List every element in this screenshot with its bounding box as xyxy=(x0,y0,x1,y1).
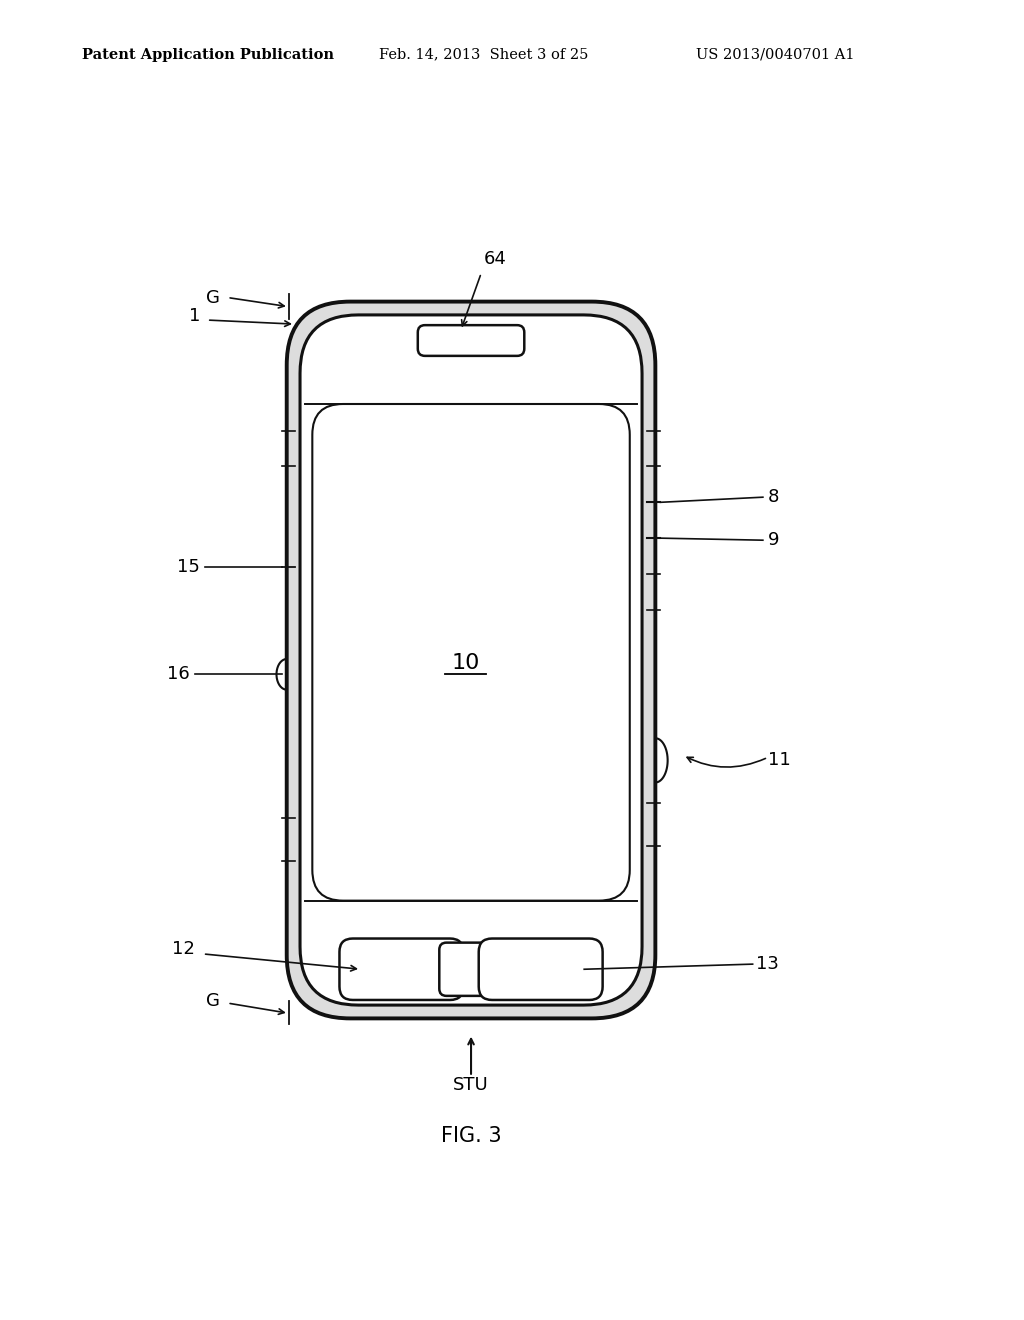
FancyBboxPatch shape xyxy=(312,404,630,900)
Text: 9: 9 xyxy=(768,531,779,549)
Text: STU: STU xyxy=(454,1076,488,1094)
FancyBboxPatch shape xyxy=(340,939,463,1001)
Text: 11: 11 xyxy=(768,751,791,770)
FancyBboxPatch shape xyxy=(418,325,524,356)
Text: 10: 10 xyxy=(452,653,480,673)
Text: 12: 12 xyxy=(172,940,195,958)
Text: Patent Application Publication: Patent Application Publication xyxy=(82,48,334,62)
Text: G: G xyxy=(206,993,220,1010)
Text: 64: 64 xyxy=(483,249,506,268)
Text: Feb. 14, 2013  Sheet 3 of 25: Feb. 14, 2013 Sheet 3 of 25 xyxy=(379,48,588,62)
Text: G: G xyxy=(206,289,220,306)
Text: 8: 8 xyxy=(768,488,779,506)
Text: 15: 15 xyxy=(177,558,200,576)
Text: 16: 16 xyxy=(167,665,189,684)
Text: 1: 1 xyxy=(189,308,201,325)
Text: US 2013/0040701 A1: US 2013/0040701 A1 xyxy=(696,48,855,62)
Text: 13: 13 xyxy=(756,956,778,973)
FancyBboxPatch shape xyxy=(479,939,602,1001)
FancyBboxPatch shape xyxy=(300,315,642,1005)
FancyBboxPatch shape xyxy=(287,301,655,1019)
FancyBboxPatch shape xyxy=(439,942,503,995)
Text: FIG. 3: FIG. 3 xyxy=(440,1126,502,1146)
